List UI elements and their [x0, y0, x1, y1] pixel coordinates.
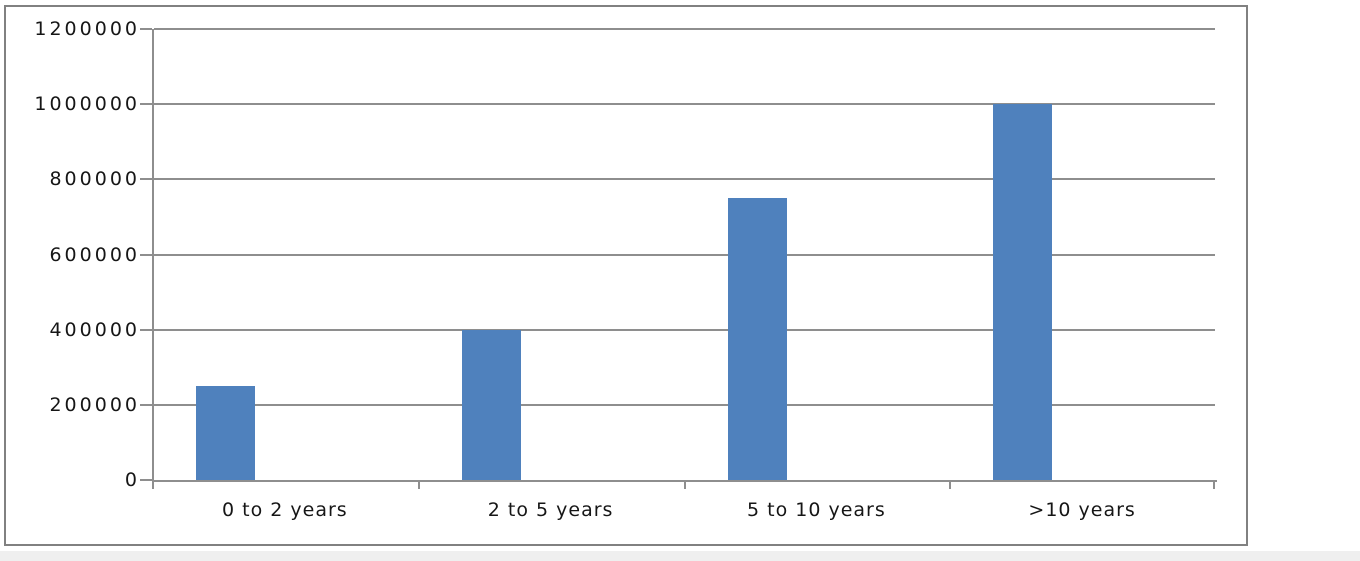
- y-axis-tick-label: 1200000: [34, 18, 140, 40]
- x-axis-category-label: 0 to 2 years: [222, 499, 348, 521]
- y-axis-tick: [140, 403, 152, 406]
- x-axis-category-label: >10 years: [1028, 499, 1136, 521]
- bar: [728, 198, 787, 480]
- gridline: [154, 103, 1215, 106]
- y-axis-line: [152, 29, 154, 489]
- y-axis-tick-label: 0: [124, 469, 140, 491]
- y-axis-tick: [140, 479, 152, 481]
- x-axis-category-label: 2 to 5 years: [487, 499, 614, 521]
- bottom-edge-strip: [0, 551, 1360, 561]
- y-axis-tick: [140, 328, 152, 331]
- y-axis-tick-label: 400000: [49, 318, 140, 341]
- gridline: [154, 178, 1215, 181]
- x-axis-category-label: 5 to 10 years: [747, 499, 886, 521]
- y-axis-tick: [140, 28, 152, 30]
- y-axis-tick-label: 600000: [49, 243, 140, 266]
- x-axis-tick: [684, 480, 686, 489]
- bar: [462, 329, 521, 480]
- gridline: [154, 328, 1215, 331]
- bar: [993, 104, 1052, 480]
- gridline: [154, 253, 1215, 256]
- y-axis-tick-label: 1000000: [34, 93, 140, 116]
- bar: [196, 386, 255, 480]
- x-axis-tick: [1213, 480, 1215, 489]
- y-axis-tick: [140, 253, 152, 256]
- x-axis-tick: [152, 480, 154, 489]
- y-axis-tick-label: 200000: [49, 393, 140, 416]
- x-axis-tick: [418, 480, 420, 489]
- y-axis-tick: [140, 103, 152, 106]
- y-axis-tick: [140, 178, 152, 181]
- chart-frame: 0 200000 400000 600000 800000 1000000 1200000 0…: [4, 5, 1248, 546]
- gridline: [154, 28, 1215, 30]
- gridline: [154, 403, 1215, 406]
- x-axis-tick: [949, 480, 951, 489]
- y-axis-tick-label: 800000: [49, 168, 140, 191]
